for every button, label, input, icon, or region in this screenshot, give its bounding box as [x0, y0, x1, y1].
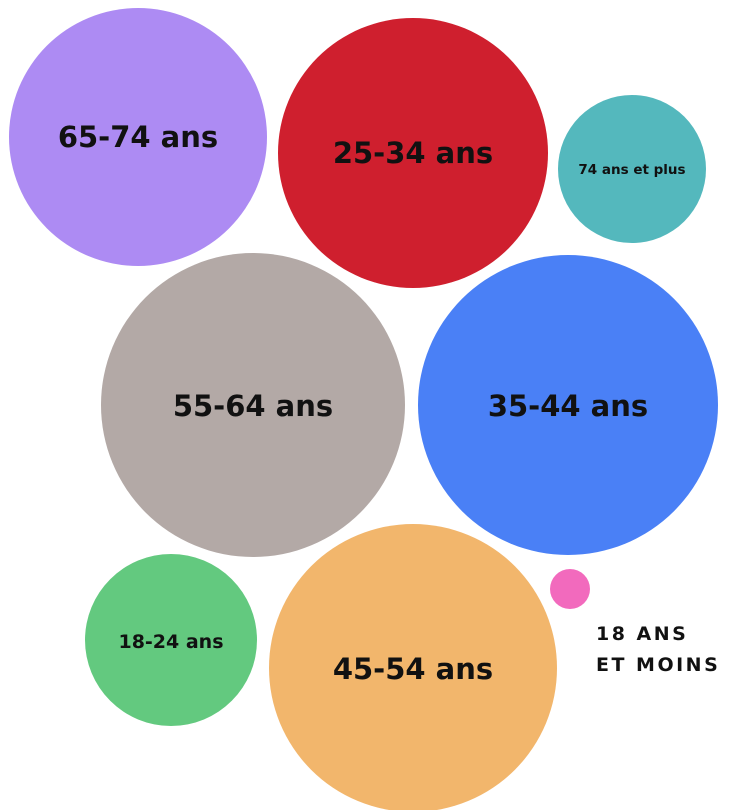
bubble-35-44-label: 35-44 ans — [488, 389, 648, 423]
bubble-45-54: 45-54 ans — [269, 524, 557, 810]
bubble-55-64-label: 55-64 ans — [173, 389, 333, 423]
bubble-18-24-label: 18-24 ans — [118, 631, 223, 653]
bubble-25-34-label: 25-34 ans — [333, 136, 493, 170]
bubble-35-44-circle — [418, 255, 718, 555]
bubble-65-74-circle — [9, 8, 267, 266]
bubble-74-plus-label: 74 ans et plus — [578, 162, 685, 178]
bubble-65-74: 65-74 ans — [9, 8, 267, 266]
bubble-55-64-circle — [101, 253, 405, 557]
bubble-18-moins-label-line2: ET MOINS — [596, 654, 720, 676]
bubble-35-44: 35-44 ans — [418, 255, 718, 555]
bubble-18-moins-circle — [550, 569, 590, 609]
bubble-55-64: 55-64 ans — [101, 253, 405, 557]
bubble-45-54-label: 45-54 ans — [333, 652, 493, 686]
bubble-74-plus-circle — [558, 95, 706, 243]
bubble-18-moins: 18 ANS ET MOINS — [550, 569, 720, 676]
bubble-18-moins-label-line1: 18 ANS — [596, 623, 688, 645]
bubble-25-34: 25-34 ans — [278, 18, 548, 288]
bubble-65-74-label: 65-74 ans — [58, 120, 218, 154]
bubble-25-34-circle — [278, 18, 548, 288]
bubble-18-24-circle — [85, 554, 257, 726]
bubble-74-plus: 74 ans et plus — [558, 95, 706, 243]
bubble-45-54-circle — [269, 524, 557, 810]
bubble-18-24: 18-24 ans — [85, 554, 257, 726]
